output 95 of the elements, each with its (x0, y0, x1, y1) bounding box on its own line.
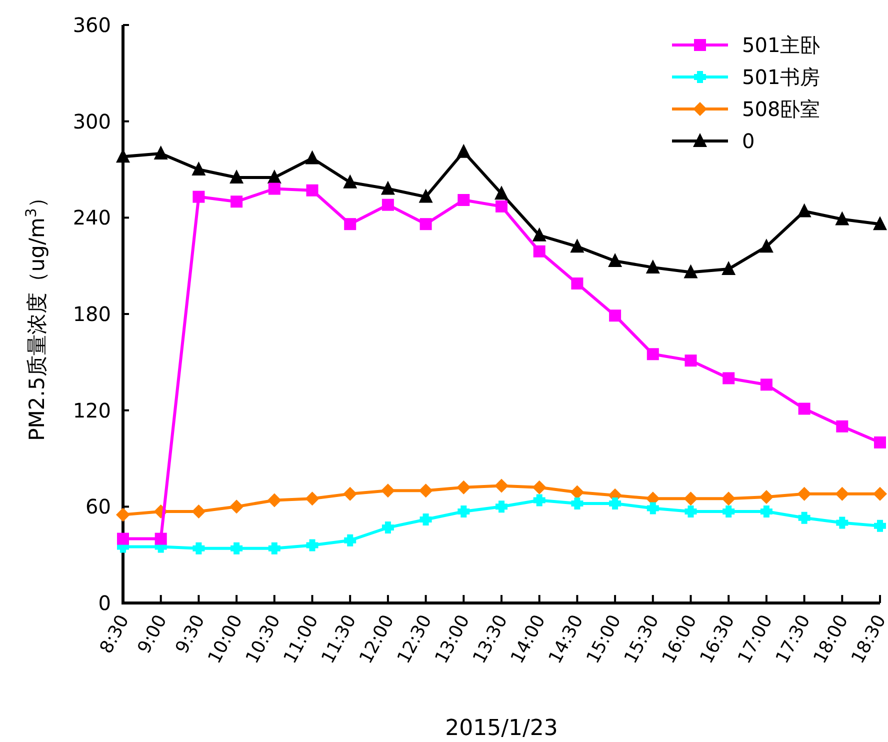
point (116, 508, 130, 522)
y-tick-label: 300 (72, 109, 111, 134)
y-tick-label: 60 (86, 494, 111, 519)
legend-label: 501书房 (742, 65, 820, 89)
point (797, 203, 812, 218)
point (684, 264, 698, 278)
point (117, 532, 129, 545)
point (306, 539, 318, 552)
legend-label: 0 (742, 129, 755, 153)
point (836, 420, 848, 432)
point (230, 196, 243, 208)
point (646, 348, 659, 360)
point (382, 198, 394, 211)
point (608, 253, 622, 268)
point (380, 180, 395, 195)
legend-item: 0 (672, 129, 755, 153)
point (759, 238, 774, 253)
point (192, 162, 206, 176)
point (684, 505, 697, 518)
legend-label: 501主卧 (742, 33, 820, 57)
point (456, 144, 471, 158)
point (874, 436, 886, 448)
point (874, 520, 886, 532)
point (154, 145, 168, 160)
point (343, 486, 358, 501)
point (230, 170, 244, 184)
point (722, 492, 736, 506)
point (343, 174, 358, 188)
point (760, 505, 772, 518)
point (456, 480, 471, 494)
point (496, 200, 508, 212)
point (759, 490, 774, 504)
legend-label: 508卧室 (742, 97, 820, 121)
point (268, 182, 280, 195)
point (609, 497, 622, 510)
point (609, 310, 622, 322)
point (533, 245, 546, 258)
point (722, 261, 736, 276)
point (496, 500, 508, 513)
point (873, 486, 887, 501)
point (836, 516, 848, 529)
y-tick-label: 180 (72, 302, 111, 326)
point (570, 238, 584, 253)
point (458, 194, 470, 206)
point (760, 378, 772, 391)
point (382, 522, 394, 534)
point (532, 227, 546, 242)
point (230, 542, 243, 554)
point (306, 184, 318, 196)
point (305, 492, 320, 506)
point (835, 211, 850, 226)
point (380, 484, 395, 498)
point (494, 478, 508, 493)
point (154, 532, 167, 545)
point (458, 505, 470, 518)
point (570, 485, 584, 500)
y-tick-label: 360 (72, 13, 111, 37)
point (835, 486, 850, 501)
point (684, 492, 698, 506)
point (344, 218, 356, 230)
point (722, 372, 735, 384)
point (305, 150, 320, 164)
x-tick-label: 9:00 (134, 611, 172, 658)
point (192, 504, 206, 518)
point (494, 186, 508, 200)
point (267, 493, 282, 508)
legend-item: 501主卧 (672, 33, 820, 57)
point (798, 402, 810, 415)
y-tick-label: 240 (72, 206, 111, 230)
point (420, 218, 432, 230)
point (267, 170, 282, 184)
point (798, 512, 810, 524)
x-axis-title: 2015/1/23 (445, 716, 558, 741)
point (418, 188, 433, 203)
point (192, 190, 205, 203)
point (192, 542, 205, 554)
point (722, 505, 735, 518)
point (797, 486, 812, 501)
point (684, 354, 697, 367)
y-tick-label: 120 (72, 398, 111, 422)
point (230, 500, 244, 514)
point (873, 216, 887, 230)
point (533, 494, 546, 506)
point (344, 534, 356, 546)
point (571, 497, 584, 510)
point (418, 484, 433, 498)
point (268, 542, 280, 554)
point (532, 480, 546, 494)
legend-item: 501书房 (672, 65, 820, 89)
x-tick-label: 9:30 (172, 611, 210, 658)
legend-item: 508卧室 (672, 97, 820, 121)
point (646, 259, 660, 274)
point (646, 502, 659, 514)
point (420, 514, 432, 526)
point (571, 277, 584, 290)
